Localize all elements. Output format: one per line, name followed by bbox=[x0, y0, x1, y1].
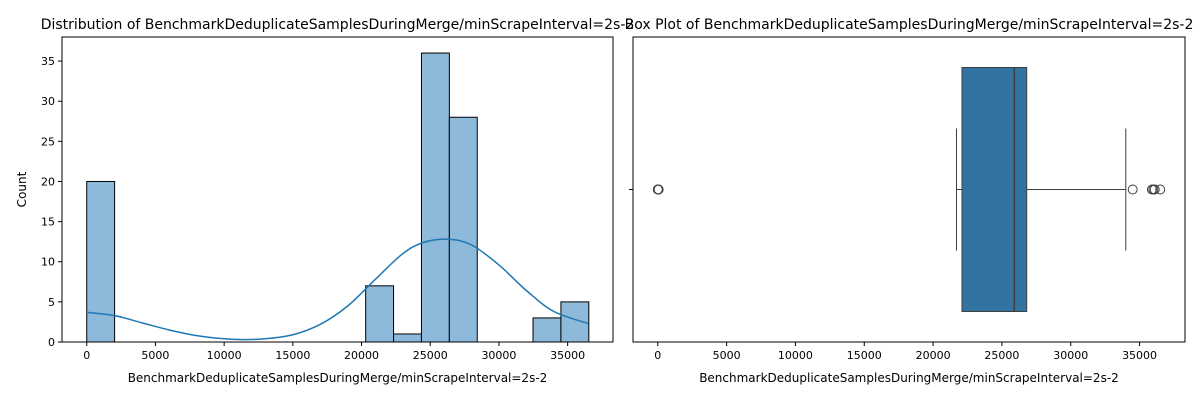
boxplot-xtick-label: 20000 bbox=[916, 349, 951, 362]
histogram-bar-13 bbox=[448, 116, 478, 343]
boxplot-panel: 0 5000 10000 15000 20000 25000 30000 35000Bench… bbox=[625, 17, 1194, 385]
histogram-ytick-label: 0 bbox=[48, 336, 55, 349]
boxplot-box bbox=[961, 67, 1028, 312]
histogram-xtick-label: 15000 bbox=[275, 349, 310, 362]
boxplot-title: Box Plot of BenchmarkDeduplicateSamplesD… bbox=[625, 17, 1194, 33]
boxplot-outlier-4 bbox=[1127, 184, 1138, 195]
boxplot-xtick-label: 5000 bbox=[713, 349, 741, 362]
boxplot-outlier-7 bbox=[1149, 184, 1160, 195]
histogram-bar-10 bbox=[365, 285, 395, 343]
histogram-xtick-label: 20000 bbox=[344, 349, 379, 362]
histogram-xtick-label: 35000 bbox=[550, 349, 585, 362]
histogram-ytick-label: 15 bbox=[41, 216, 55, 229]
histogram-xtick-label: 10000 bbox=[207, 349, 242, 362]
histogram-bar-11 bbox=[393, 333, 422, 343]
histogram-bar-0 bbox=[86, 180, 116, 343]
boxplot-xtick-label: 15000 bbox=[847, 349, 882, 362]
histogram-ytick-label: 10 bbox=[41, 256, 55, 269]
boxplot-xlabel: BenchmarkDeduplicateSamplesDuringMerge/m… bbox=[699, 371, 1119, 385]
histogram-ytick-label: 5 bbox=[48, 296, 55, 309]
boxplot-xtick-label: 10000 bbox=[778, 349, 813, 362]
boxplot-outlier-3 bbox=[653, 184, 664, 195]
boxplot-xtick-label: 35000 bbox=[1122, 349, 1157, 362]
histogram-ylabel: Count bbox=[15, 171, 29, 207]
histogram-xtick-label: 0 bbox=[83, 349, 90, 362]
histogram-ytick-label: 20 bbox=[41, 175, 55, 188]
histogram-ytick-label: 25 bbox=[41, 135, 55, 148]
histogram-bar-12 bbox=[420, 52, 450, 343]
histogram-xtick-label: 5000 bbox=[141, 349, 169, 362]
boxplot-xtick-label: 30000 bbox=[1053, 349, 1088, 362]
histogram-title: Distribution of BenchmarkDeduplicateSamp… bbox=[41, 17, 635, 33]
histogram-bar-16 bbox=[532, 317, 562, 343]
histogram-xtick-label: 25000 bbox=[413, 349, 448, 362]
boxplot-xtick-label: 25000 bbox=[984, 349, 1019, 362]
boxplot-outlier-8 bbox=[1155, 184, 1166, 195]
histogram-panel: 0 5000 10000 15000 20000 25000 30000 35000 0 5 10 1… bbox=[15, 17, 634, 385]
histogram-ytick-label: 30 bbox=[41, 95, 55, 108]
histogram-frame bbox=[61, 36, 614, 343]
kde-line bbox=[86, 238, 589, 341]
histogram-xtick-label: 30000 bbox=[481, 349, 516, 362]
histogram-ytick-label: 35 bbox=[41, 55, 55, 68]
histogram-xlabel: BenchmarkDeduplicateSamplesDuringMerge/m… bbox=[128, 371, 548, 385]
boxplot-xtick-label: 0 bbox=[654, 349, 661, 362]
